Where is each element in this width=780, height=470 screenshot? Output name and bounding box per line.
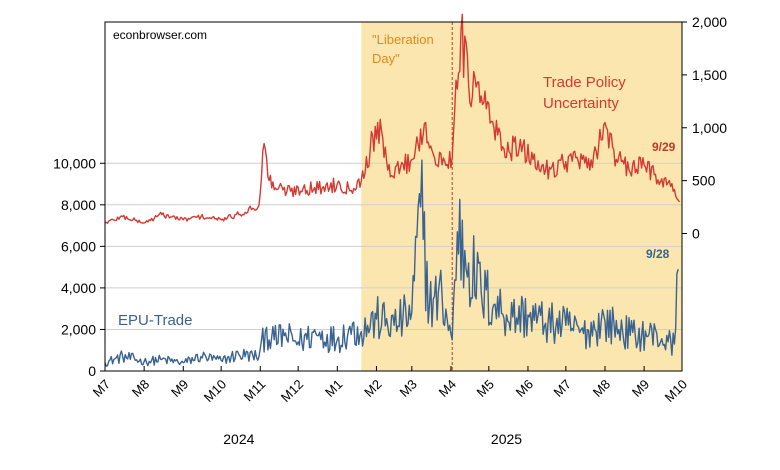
series-layer: [104, 13, 681, 367]
year-label: 2024: [223, 431, 254, 447]
shade-label-line1: "Liberation: [372, 32, 434, 47]
series-label-trade-policy-uncertainty-line1: Trade Policy: [543, 74, 626, 91]
left-axis-tick-label: 2,000: [61, 321, 96, 337]
source-label: econbrowser.com: [113, 28, 207, 42]
end-label-epu: 9/28: [646, 247, 670, 261]
right-axis-tick-label: 1,000: [692, 120, 727, 136]
year-label: 2025: [491, 431, 522, 447]
end-label-tpu: 9/29: [652, 140, 676, 154]
shade-label-line2: Day": [372, 51, 400, 66]
left-axis: 0 2,000 4,000 6,000 8,000 10,000: [53, 155, 105, 379]
left-axis-tick-label: 8,000: [61, 197, 96, 213]
right-axis-tick-label: 2,000: [692, 14, 727, 30]
series-label-trade-policy-uncertainty-line2: Uncertainty: [543, 95, 619, 112]
series-line-epu-trade: [104, 159, 679, 367]
left-axis-tick-label: 6,000: [61, 238, 96, 254]
series-label-epu-trade: EPU-Trade: [118, 312, 192, 329]
shaded-period: [361, 22, 682, 371]
left-axis-tick-label: 0: [88, 363, 96, 379]
left-axis-tick-label: 10,000: [53, 155, 96, 171]
right-axis-tick-label: 0: [692, 226, 700, 242]
right-axis-tick-label: 500: [692, 173, 716, 189]
right-axis: 0 500 1,000 1,500 2,000: [682, 14, 727, 242]
series-line-trade-policy-uncertainty: [104, 13, 681, 224]
plot-frame: [104, 21, 683, 372]
right-axis-tick-label: 1,500: [692, 67, 727, 83]
left-axis-tick-label: 4,000: [61, 280, 96, 296]
